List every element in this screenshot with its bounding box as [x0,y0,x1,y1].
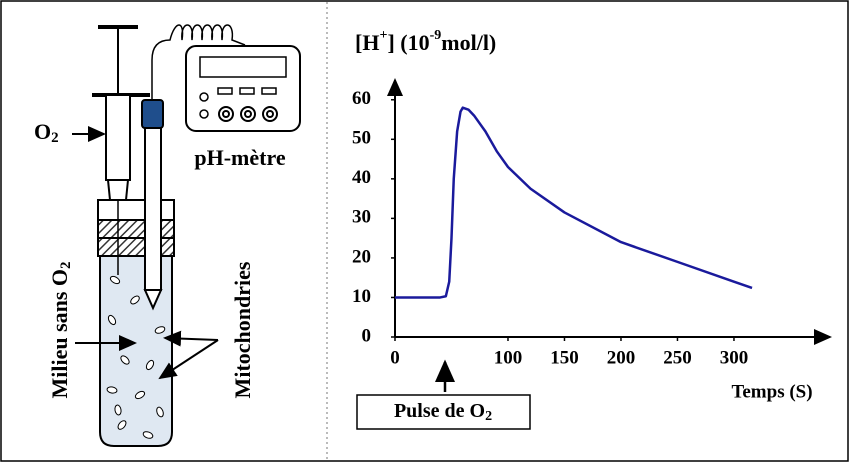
x-tick-label: 250 [663,347,692,368]
x-tick-label: 200 [607,347,636,368]
y-tick-label: 40 [352,167,371,188]
y-tick-label: 20 [352,246,371,267]
y-tick-label: 10 [352,286,371,307]
x-tick-label: 100 [494,347,523,368]
y-tick-label: 50 [352,128,371,149]
y-axis-label: [H+] (10-9mol/l) [355,28,496,55]
x-tick-label: 0 [390,347,400,368]
medium-label: Milieu sans O2 [47,261,74,398]
x-tick-label: 300 [720,347,749,368]
y-tick-label: 0 [362,325,372,346]
y-tick-label: 30 [352,207,371,228]
meter-label: pH-mètre [194,145,285,170]
y-tick-label: 60 [352,88,371,109]
apparatus [72,24,301,447]
mito-label: Mitochondries [230,261,255,398]
x-tick-label: 150 [550,347,579,368]
data-line [395,106,753,299]
o2-label: O2 [34,119,59,146]
pulse-label: Pulse de O2 [394,400,492,425]
pulse-box [356,394,531,430]
x-axis-label: Temps (S) [731,381,812,402]
